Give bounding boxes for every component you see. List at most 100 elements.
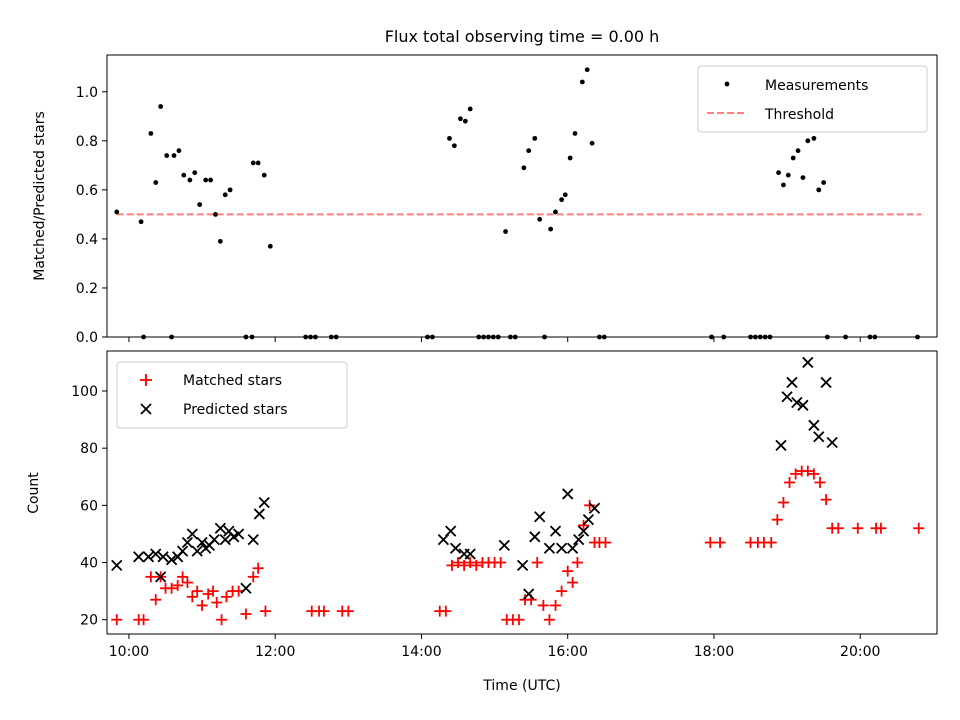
matched-star-point <box>495 557 507 569</box>
measurement-point <box>790 155 796 161</box>
measurement-point <box>811 135 817 141</box>
predicted-star-point <box>191 545 203 557</box>
measurement-point <box>250 160 256 166</box>
matched-star-point <box>832 522 844 534</box>
measurement-point <box>197 202 203 207</box>
predicted-star-point <box>498 539 510 552</box>
top-y-tick-label: 1.0 <box>76 85 98 101</box>
measurement-point <box>458 116 463 122</box>
legend-threshold-label: Threshold <box>764 107 834 123</box>
predicted-star-point <box>186 528 198 540</box>
measurement-point <box>816 187 822 193</box>
measurement-point <box>227 187 233 193</box>
predicted-star-point <box>797 399 809 411</box>
bottom-y-tick-label: 60 <box>80 498 98 514</box>
matched-star-point <box>342 605 354 617</box>
matched-star-point <box>556 585 568 597</box>
measurement-point <box>148 131 154 136</box>
matched-star-point <box>704 537 716 549</box>
top-y-tick-label: 0.8 <box>76 134 98 150</box>
top-y-ticks: 0.0 0.2 0.4 0.6 0.8 1.0 <box>76 85 107 346</box>
bottom-axes-frame <box>106 350 938 635</box>
matched-star-point <box>181 577 193 589</box>
figure-title: Flux total observing time = 0.00 h <box>385 27 660 46</box>
measurement-point <box>795 148 801 154</box>
measurement-point <box>217 238 223 244</box>
top-y-tick-label: 0.4 <box>76 232 98 248</box>
matched-star-point <box>470 559 482 571</box>
predicted-star-point <box>582 514 595 526</box>
measurement-point <box>267 243 273 249</box>
measurement-point <box>521 165 527 171</box>
matched-star-point <box>446 559 458 571</box>
top-legend: Measurements Threshold <box>697 65 928 133</box>
matched-star-point <box>784 476 796 488</box>
measurement-point <box>526 148 532 154</box>
predicted-star-point <box>157 551 169 563</box>
predicted-star-point <box>566 542 579 554</box>
legend-matched-label: Matched stars <box>183 373 282 389</box>
matched-star-point <box>458 559 470 571</box>
matched-star-point <box>852 522 864 534</box>
measurement-point <box>559 197 565 203</box>
top-y-tick-label: 0.6 <box>76 183 98 199</box>
measurement-point <box>138 219 144 225</box>
measurement-point <box>222 192 228 198</box>
predicted-star-point <box>214 522 226 534</box>
predicted-star-point <box>176 545 189 557</box>
measurement-point <box>776 170 781 176</box>
measurement-point <box>261 172 267 178</box>
matched-star-point <box>166 582 178 594</box>
predicted-star-point <box>208 534 220 546</box>
measurement-point <box>187 177 193 183</box>
x-tick-label: 12:00 <box>255 644 295 660</box>
matched-star-point <box>464 557 476 569</box>
predicted-star-point <box>534 511 546 523</box>
matched-star-point <box>207 585 219 597</box>
top-panel: 0.0 0.2 0.4 0.6 0.8 1.0 Matched/Predicted sta… <box>32 54 938 346</box>
bottom-y-tick-label: 40 <box>80 556 98 572</box>
measurement-point <box>164 153 170 158</box>
x-tick-label: 16:00 <box>548 644 588 660</box>
legend-measurements-marker <box>724 81 730 87</box>
bottom-x-ticks: 10:00 12:00 14:00 16:00 18:00 20:00 <box>109 634 880 660</box>
top-y-tick-label: 0.0 <box>76 330 98 346</box>
matched-star-point <box>240 608 252 620</box>
measurement-point <box>451 143 457 149</box>
predicted-star-point <box>820 376 832 389</box>
matched-star-point <box>452 557 464 569</box>
matched-star-point <box>802 465 814 477</box>
predicted-star-point <box>588 502 601 514</box>
bottom-plot-marks <box>111 356 925 626</box>
legend-predicted-marker <box>140 403 152 415</box>
measurement-point <box>462 118 468 124</box>
measurement-point <box>785 172 791 178</box>
bottom-y-tick-label: 100 <box>71 384 98 400</box>
measurement-point <box>503 229 508 234</box>
matched-star-point <box>567 577 579 589</box>
predicted-star-point <box>142 551 155 563</box>
predicted-star-point <box>258 496 270 509</box>
matched-star-point <box>150 594 162 606</box>
predicted-star-point <box>808 419 820 431</box>
measurement-point <box>208 177 213 183</box>
predicted-star-point <box>150 548 162 560</box>
predicted-star-point <box>562 488 574 500</box>
matched-star-point <box>252 562 264 574</box>
measurement-point <box>532 135 538 141</box>
matched-star-point <box>537 599 549 611</box>
matched-star-point <box>318 605 330 617</box>
measurement-point <box>821 180 827 185</box>
top-y-axis-label: Matched/Predicted stars <box>32 111 48 281</box>
bottom-y-ticks: 20 40 60 80 100 <box>71 384 107 629</box>
measurement-point <box>114 209 120 215</box>
top-axes-frame <box>106 54 938 338</box>
measurement-point <box>579 79 585 85</box>
top-x-ticks <box>128 337 861 342</box>
predicted-star-point <box>449 542 462 554</box>
bottom-y-tick-label: 20 <box>80 613 98 629</box>
matched-star-point <box>111 614 123 626</box>
matched-star-point <box>220 591 232 603</box>
measurement-point <box>203 177 209 183</box>
predicted-star-point <box>240 582 252 594</box>
